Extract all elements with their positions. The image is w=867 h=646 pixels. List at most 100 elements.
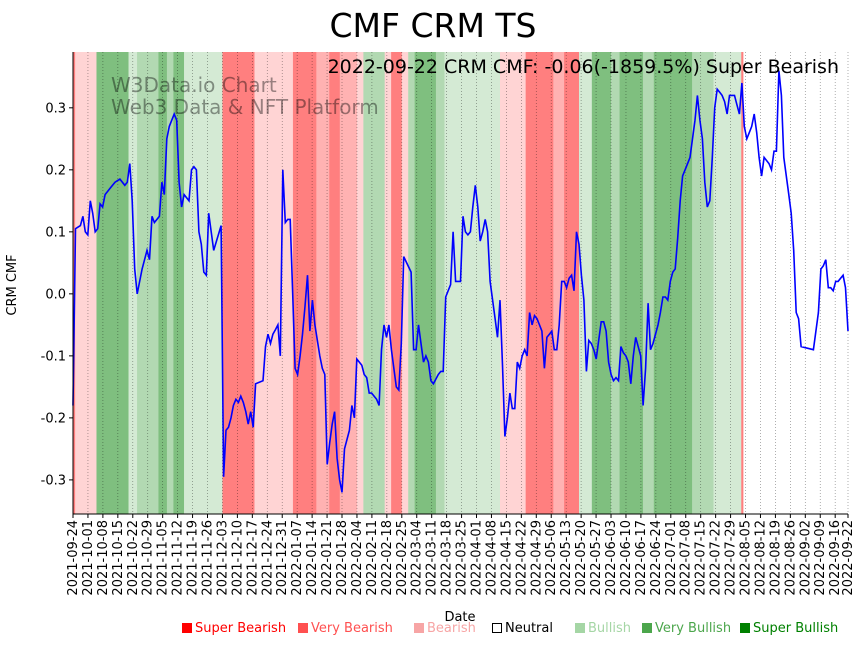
legend-label: Very Bearish (311, 621, 393, 636)
x-tick-label: 2022-02-18 (380, 520, 395, 596)
sentiment-band-24 (499, 52, 526, 514)
sentiment-band-29 (591, 52, 612, 514)
x-tick-label: 2021-10-15 (111, 520, 126, 596)
y-tick-label: -0.2 (41, 411, 66, 426)
x-tick-label: 2022-07-29 (724, 520, 739, 596)
legend-item: Very Bearish (298, 621, 393, 636)
x-tick-label: 2021-10-22 (126, 520, 141, 596)
sentiment-band-26 (553, 52, 565, 514)
sentiment-band-21 (414, 52, 436, 514)
x-tick-label: 2022-05-20 (574, 520, 589, 596)
x-tick-label: 2021-09-24 (66, 520, 81, 596)
sentiment-band-6 (166, 52, 174, 514)
x-tick-label: 2022-06-24 (649, 520, 664, 596)
sentiment-band-3 (128, 52, 138, 514)
legend-swatch (492, 623, 502, 633)
sentiment-band-14 (339, 52, 357, 514)
sentiment-band-35 (713, 52, 742, 514)
x-tick-label: 2022-08-19 (768, 520, 783, 596)
sentiment-band-19 (401, 52, 409, 514)
x-tick-label: 2021-10-08 (96, 520, 111, 596)
sentiment-legend: Super Bearish Very Bearish Bearish Neutral B… (182, 621, 862, 639)
sentiment-band-31 (619, 52, 644, 514)
sentiment-band-32 (643, 52, 654, 514)
x-tick-label: 2022-02-25 (395, 520, 410, 596)
legend-swatch (414, 623, 424, 633)
y-tick-label: -0.3 (41, 473, 66, 488)
sentiment-band-8 (184, 52, 223, 514)
legend-item: Very Bullish (642, 621, 731, 636)
sentiment-band-5 (158, 52, 167, 514)
legend-item: Bearish (414, 621, 476, 636)
sentiment-band-28 (578, 52, 592, 514)
sentiment-band-36 (741, 52, 744, 514)
sentiment-band-1 (75, 52, 97, 514)
sentiment-band-9 (222, 52, 255, 514)
x-tick-label: 2022-04-29 (529, 520, 544, 596)
x-tick-label: 2022-05-13 (559, 520, 574, 596)
sentiment-band-16 (363, 52, 385, 514)
legend-swatch (298, 623, 308, 633)
sentiment-band-27 (564, 52, 579, 514)
x-tick-label: 2022-09-09 (813, 520, 828, 596)
sentiment-band-30 (611, 52, 620, 514)
x-tick-label: 2022-05-27 (589, 520, 604, 596)
legend-label: Bullish (588, 621, 632, 636)
x-tick-label: 2022-07-22 (709, 520, 724, 596)
x-tick-label: 2022-03-18 (440, 520, 455, 596)
x-tick-label: 2021-12-17 (245, 520, 260, 596)
y-tick-label: 0.0 (45, 287, 66, 302)
legend-swatch (740, 623, 750, 633)
sentiment-band-4 (137, 52, 159, 514)
x-tick-label: 2021-11-19 (186, 520, 201, 596)
y-tick-label: -0.1 (41, 349, 66, 364)
x-tick-label: 2021-10-29 (141, 520, 156, 596)
legend-label: Very Bullish (655, 621, 732, 636)
x-tick-label: 2022-02-11 (365, 520, 380, 596)
sentiment-band-13 (329, 52, 340, 514)
legend-item: Neutral (492, 621, 553, 636)
x-tick-label: 2022-07-01 (664, 520, 679, 596)
legend-item: Super Bullish (740, 621, 838, 636)
x-tick-label: 2022-01-07 (290, 520, 305, 596)
x-tick-label: 2022-09-16 (828, 520, 843, 596)
x-tick-label: 2021-12-03 (215, 520, 230, 596)
x-tick-label: 2022-06-03 (604, 520, 619, 596)
x-tick-label: 2022-08-26 (783, 520, 798, 596)
x-tick-label: 2022-03-11 (425, 520, 440, 596)
sentiment-band-33 (653, 52, 693, 514)
legend-label: Neutral (505, 621, 553, 636)
sentiment-band-17 (384, 52, 392, 514)
x-axis-label: Date (444, 610, 475, 625)
legend-item: Super Bearish (182, 621, 286, 636)
x-tick-label: 2022-06-17 (634, 520, 649, 596)
x-tick-label: 2021-12-24 (260, 520, 275, 596)
x-tick-label: 2021-11-12 (171, 520, 186, 596)
latest-value-annotation: 2022-09-22 CRM CMF: -0.06(-1859.5%) Supe… (328, 56, 839, 78)
x-tick-label: 2022-04-15 (499, 520, 514, 596)
x-tick-label: 2022-02-04 (350, 520, 365, 596)
x-tick-label: 2022-08-12 (753, 520, 768, 596)
sentiment-band-10 (254, 52, 293, 514)
legend-item: Bullish (575, 621, 631, 636)
x-tick-label: 2022-04-22 (514, 520, 529, 596)
legend-label: Super Bearish (195, 621, 287, 636)
legend-label: Bearish (427, 621, 476, 636)
x-tick-label: 2021-11-05 (156, 520, 171, 596)
x-tick-label: 2022-09-22 (841, 520, 856, 596)
watermark-line-1: W3Data.io Chart (111, 73, 277, 97)
legend-swatch (182, 623, 192, 633)
x-tick-label: 2022-07-15 (694, 520, 709, 596)
x-tick-label: 2021-10-01 (81, 520, 96, 596)
y-tick-label: 0.2 (45, 163, 66, 178)
x-tick-label: 2022-01-28 (335, 520, 350, 596)
cmf-series-line (72, 70, 849, 493)
chart-title: CMF CRM TS (329, 6, 536, 45)
x-tick-label: 2022-04-08 (484, 520, 499, 596)
sentiment-band-18 (391, 52, 402, 514)
x-tick-label: 2022-09-02 (798, 520, 813, 596)
sentiment-band-15 (356, 52, 364, 514)
sentiment-band-2 (96, 52, 129, 514)
x-tick-label: 2022-06-10 (619, 520, 634, 596)
x-tick-label: 2022-04-01 (470, 520, 485, 596)
